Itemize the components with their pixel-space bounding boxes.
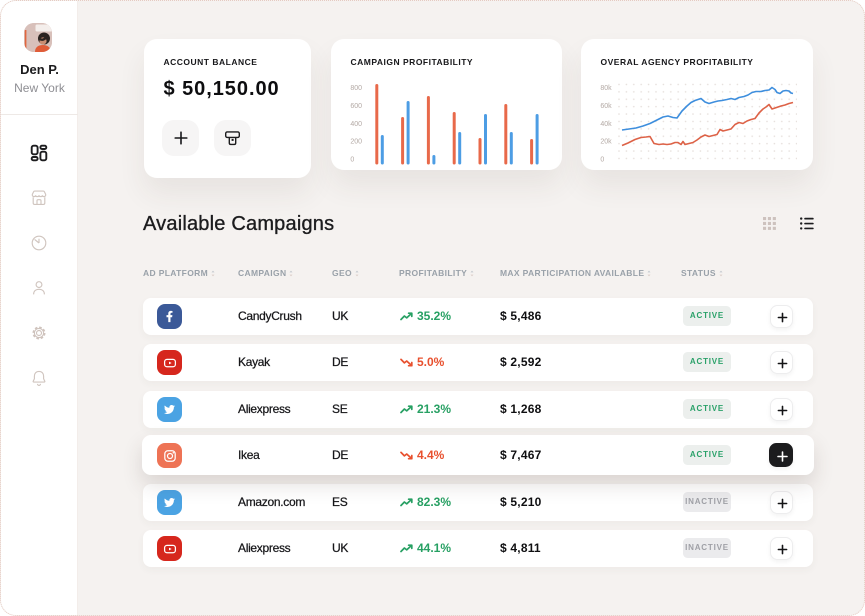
svg-text:20k: 20k	[600, 139, 612, 146]
svg-text:0: 0	[600, 157, 604, 164]
svg-text:600: 600	[350, 103, 362, 110]
svg-text:60k: 60k	[600, 103, 612, 110]
svg-text:40k: 40k	[600, 121, 612, 128]
svg-text:200: 200	[350, 139, 362, 146]
svg-text:800: 800	[350, 85, 362, 92]
svg-text:80k: 80k	[600, 85, 612, 92]
svg-text:400: 400	[350, 121, 362, 128]
svg-text:0: 0	[350, 157, 354, 164]
